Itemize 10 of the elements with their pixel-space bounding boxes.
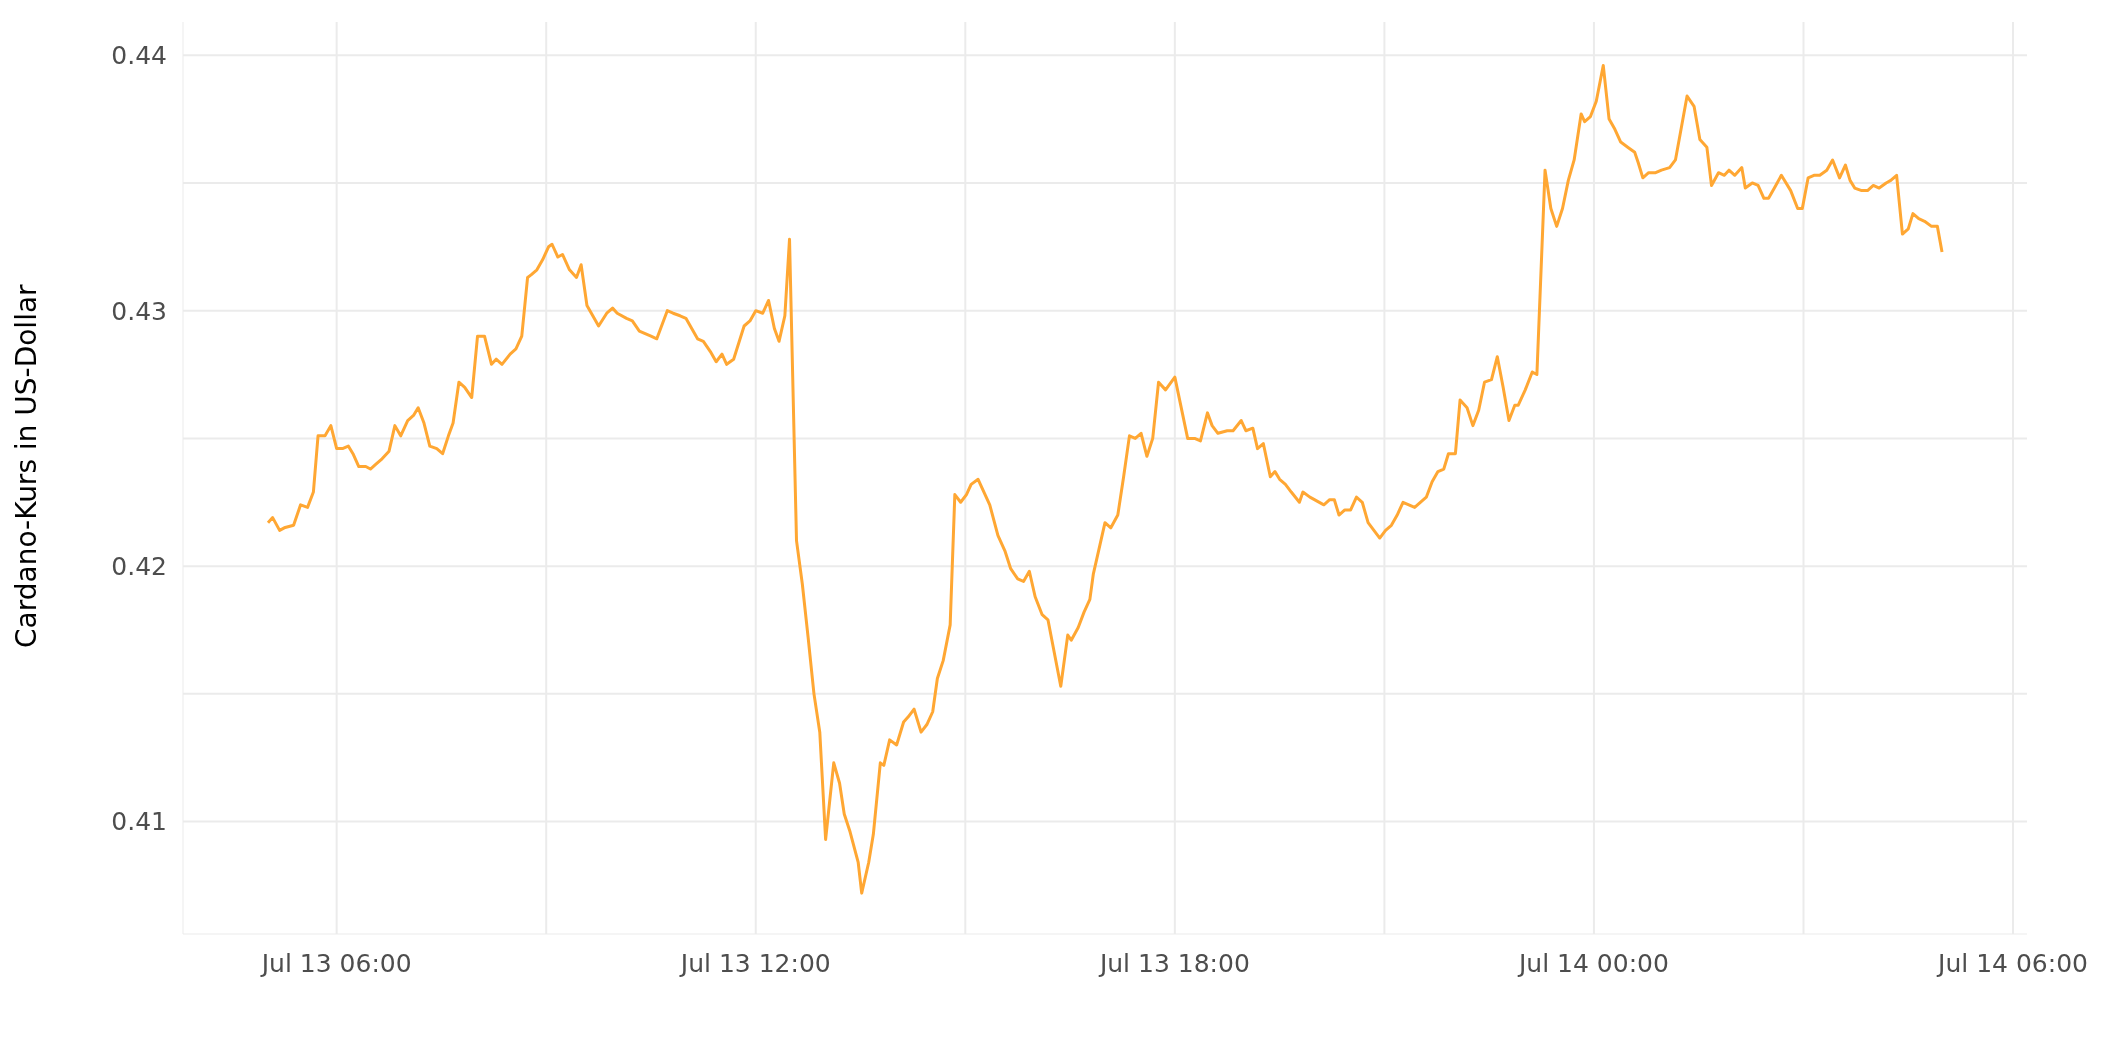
y-tick-label: 0.43	[111, 296, 167, 326]
x-tick-label: Jul 13 06:00	[259, 948, 412, 978]
y-axis-title: Cardano-Kurs in US-Dollar	[9, 283, 43, 648]
x-tick-label: Jul 14 00:00	[1516, 948, 1669, 978]
y-tick-label: 0.44	[111, 41, 167, 71]
y-tick-label: 0.41	[111, 807, 167, 837]
y-tick-label: 0.42	[111, 552, 167, 582]
x-tick-label: Jul 13 12:00	[678, 948, 831, 978]
x-tick-label: Jul 14 06:00	[1936, 948, 2088, 978]
x-tick-label: Jul 13 18:00	[1097, 948, 1250, 978]
